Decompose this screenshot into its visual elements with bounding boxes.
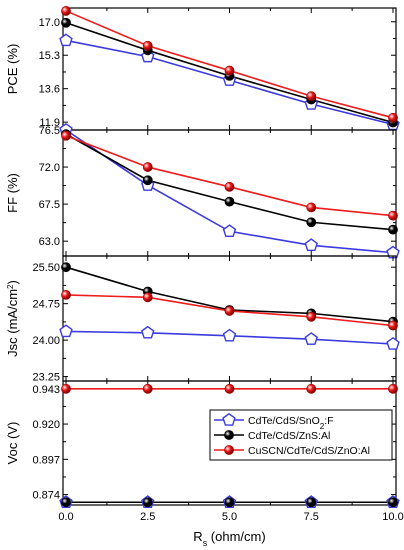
- y-axis-label-pce-part: PCE (%): [5, 44, 20, 95]
- x-axis-label-base: R: [193, 529, 202, 544]
- data-point-ff-2-2: [224, 181, 235, 192]
- data-point-pce-2-4: [388, 112, 398, 123]
- panel-ff: 63.0 67.5 72.0 76.5 FF (%): [5, 122, 400, 259]
- y-tick-label: 0.943: [32, 384, 60, 396]
- data-point-ff-1-3: [306, 217, 317, 228]
- y-tick-label: 0.920: [32, 419, 60, 431]
- y-axis-label-jsc-part: Jsc (mA/cm: [5, 289, 20, 357]
- legend-label-part: 2: [320, 422, 325, 431]
- data-point-voc-1-0: [61, 497, 71, 508]
- data-point-voc-2-3: [306, 383, 317, 394]
- data-point-ff-1-1: [142, 175, 153, 186]
- data-point-voc-1-3: [306, 497, 317, 508]
- legend-label-part: :F: [324, 415, 333, 427]
- data-point-voc-2-1: [142, 383, 153, 394]
- legend: CdTe/CdS/SnO2:FCdTe/CdS/ZnS:AlCuSCN/CdTe…: [209, 409, 393, 461]
- data-point-ff-2-0: [61, 130, 71, 141]
- x-tick-label: 0.0: [58, 511, 73, 523]
- data-point-jsc-0-3: [304, 332, 318, 345]
- y-tick-label: 72.0: [39, 162, 60, 174]
- data-point-ff-0-2: [222, 224, 237, 238]
- y-tick-label: 25.50: [32, 262, 60, 274]
- panel-pce: 11.9 13.6 15.3 17.0 PCE (%): [5, 6, 400, 131]
- data-point-ff-1-4: [388, 224, 398, 235]
- data-point-jsc-1-0: [61, 262, 71, 273]
- y-axis-label-voc-part: Voc (V): [5, 422, 20, 465]
- y-axis-label-voc: Voc (V): [5, 422, 20, 465]
- data-point-jsc-2-1: [142, 292, 153, 303]
- x-tick-label: 2.5: [140, 511, 155, 523]
- data-point-voc-2-0: [61, 383, 71, 394]
- data-point-jsc-2-2: [224, 306, 235, 316]
- legend-marker: [224, 430, 234, 440]
- y-tick-label: 13.6: [39, 84, 60, 96]
- data-point-pce-2-1: [142, 40, 153, 51]
- data-point-jsc-2-3: [306, 311, 317, 322]
- y-tick-label: 76.5: [39, 125, 60, 137]
- x-tick-label: 7.5: [304, 511, 319, 523]
- y-axis-label-ff-part: FF (%): [5, 173, 20, 213]
- panel-frame: [62, 129, 397, 257]
- y-tick-label: 0.874: [32, 490, 60, 502]
- series-line-pce-2: [65, 10, 394, 119]
- panel-jsc: 23.25 24.00 24.75 25.50 Jsc (mA/cm2): [5, 255, 400, 384]
- data-point-voc-1-4: [388, 497, 398, 508]
- data-point-jsc-0-2: [222, 328, 237, 342]
- data-point-voc-2-2: [224, 383, 235, 394]
- y-tick-label: 67.5: [39, 199, 60, 211]
- legend-label-part: CdTe/CdS/ZnS:Al: [248, 430, 330, 442]
- data-point-jsc-2-0: [61, 290, 71, 300]
- data-point-voc-1-2: [224, 497, 235, 508]
- y-tick-label: 15.3: [39, 50, 60, 62]
- x-tick-label: 10.0: [382, 511, 403, 523]
- legend-label: CdTe/CdS/ZnS:Al: [248, 430, 330, 442]
- data-point-jsc-0-1: [141, 325, 155, 339]
- data-point-ff-2-1: [142, 162, 153, 172]
- y-tick-label: 24.75: [32, 299, 60, 311]
- x-axis-label-sub: s: [203, 538, 208, 548]
- data-point-pce-0-0: [59, 33, 73, 47]
- y-axis-label-jsc-part: 2: [6, 284, 15, 289]
- x-axis-label-rest: (ohm/cm): [207, 529, 266, 544]
- y-tick-label: 24.00: [32, 335, 60, 347]
- data-point-ff-2-4: [388, 210, 398, 221]
- data-point-ff-0-3: [304, 238, 318, 252]
- data-point-jsc-0-4: [386, 336, 400, 350]
- legend-label-part: CdTe/CdS/SnO: [248, 415, 320, 427]
- y-tick-label: 63.0: [39, 236, 60, 248]
- y-axis-label-jsc: Jsc (mA/cm2): [5, 280, 20, 357]
- data-point-ff-2-3: [306, 202, 317, 213]
- y-axis-label-pce: PCE (%): [5, 44, 20, 95]
- y-tick-label: 0.897: [32, 454, 60, 466]
- data-point-jsc-2-4: [388, 320, 398, 331]
- legend-marker: [222, 412, 236, 426]
- series-line-ff-1: [65, 133, 394, 231]
- y-tick-label: 11.9: [39, 117, 60, 129]
- data-point-pce-2-0: [61, 6, 71, 16]
- y-axis-label-ff: FF (%): [5, 173, 20, 213]
- data-point-pce-2-2: [224, 65, 235, 76]
- panel-voc: 0.874 0.897 0.920 0.943 Voc (V): [5, 380, 400, 508]
- data-point-pce-2-3: [306, 91, 317, 102]
- legend-label: CuSCN/CdTe/CdS/ZnO:Al: [248, 445, 370, 457]
- legend-label-part: CuSCN/CdTe/CdS/ZnO:Al: [248, 445, 370, 457]
- y-tick-label: 17.0: [39, 17, 60, 29]
- data-point-jsc-0-0: [59, 324, 73, 338]
- legend-label: CdTe/CdS/SnO2:F: [248, 415, 334, 431]
- panel-frame: [62, 255, 397, 382]
- x-tick-label: 5.0: [222, 511, 237, 523]
- y-tick-label: 23.25: [32, 372, 60, 384]
- legend-marker: [224, 445, 234, 455]
- data-point-voc-1-1: [142, 497, 153, 508]
- data-point-voc-2-4: [388, 383, 398, 394]
- y-axis-label-jsc-part: ): [5, 280, 20, 284]
- data-point-pce-1-0: [61, 17, 71, 28]
- x-axis-label: Rs (ohm/cm): [193, 529, 265, 548]
- data-point-ff-1-2: [224, 196, 235, 207]
